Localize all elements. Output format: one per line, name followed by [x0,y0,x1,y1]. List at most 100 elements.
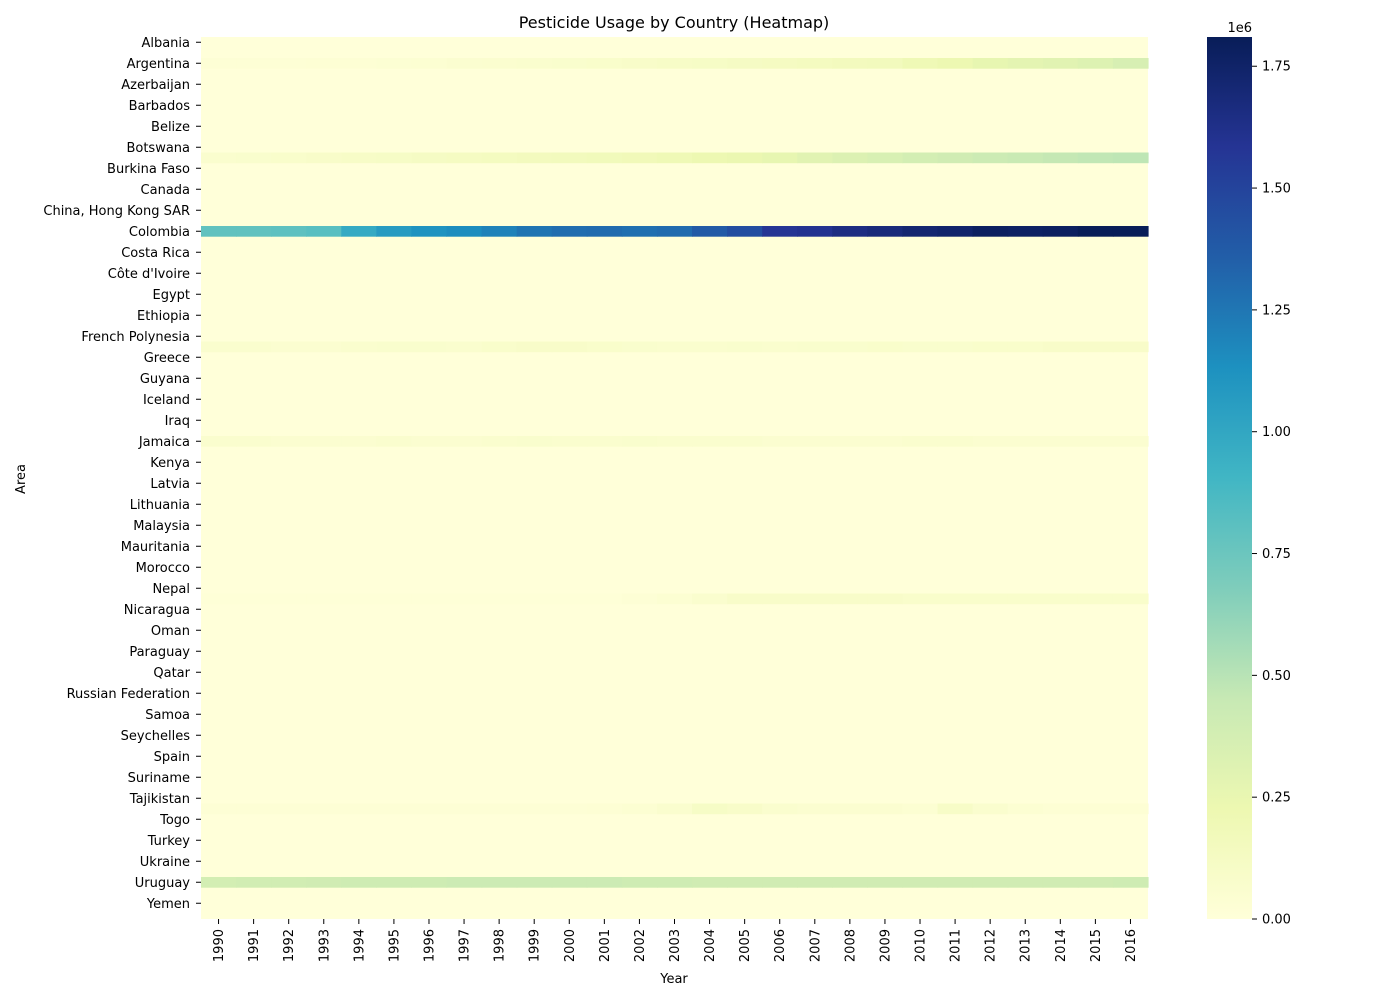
chart-title: Pesticide Usage by Country (Heatmap) [519,13,830,32]
heatmap-cell [1007,593,1044,605]
heatmap-cell [797,226,833,237]
y-tick-label: Iraq [165,414,190,429]
colorbar: 0.00 0.25 0.50 0.75 1.00 1.25 1.50 1.75 1e6 [1207,21,1291,928]
heatmap-cell [446,226,483,237]
heatmap-cell [867,593,904,605]
x-tick-label: 2011 [949,929,964,962]
heatmap-cell [692,341,728,353]
heatmap-cell [551,152,588,164]
x-tick-label: 1991 [247,929,262,962]
x-tick-label: 1996 [422,929,437,962]
heatmap-cell [341,436,377,447]
heatmap-cell [656,152,693,164]
heatmap-cell [621,593,658,605]
heatmap-cell [621,877,658,888]
heatmap-cell [411,152,448,164]
heatmap-cell [516,341,553,353]
heatmap-cell [1077,58,1114,69]
heatmap-cell [341,593,377,605]
heatmap-cells [201,37,1149,919]
heatmap-cell [446,877,483,888]
heatmap-cell [271,58,307,69]
heatmap-cell [411,803,448,815]
heatmap-cell [1112,152,1149,164]
heatmap-cell [1042,877,1079,888]
y-tick-label: Malaysia [133,519,190,534]
heatmap-cell [656,803,693,815]
heatmap-cell [236,58,272,69]
y-tick-label: Yemen [146,897,190,912]
heatmap-cell [692,436,728,447]
colorbar-tick-label: 1.25 [1262,303,1291,318]
heatmap-cell [341,58,377,69]
heatmap-cell [621,436,658,447]
heatmap-cell [692,152,728,164]
heatmap-cell [376,803,413,815]
heatmap-cell [832,593,868,605]
heatmap-cell [727,152,763,164]
heatmap-cell [797,593,833,605]
y-tick-label: Spain [154,750,190,765]
y-tick-label: Burkina Faso [107,162,190,177]
heatmap-cell [271,593,307,605]
y-tick-label: Tajikistan [129,792,190,807]
heatmap-cell [692,58,728,69]
y-tick-label: Togo [159,813,190,828]
heatmap-cell [446,58,483,69]
heatmap-cell [1112,226,1149,237]
heatmap-cell [341,877,377,888]
heatmap-cell [376,436,413,447]
y-tick-label: Ukraine [140,855,190,870]
y-tick-label: Russian Federation [67,687,190,702]
heatmap-cell [516,226,553,237]
heatmap-cell [516,436,553,447]
heatmap-cell [236,803,272,815]
heatmap-cell [1077,803,1114,815]
heatmap-cell [797,803,833,815]
y-tick-label: Barbados [129,99,191,114]
heatmap-cell [516,58,553,69]
heatmap-cell [867,803,904,815]
colorbar-tick-label: 0.75 [1262,547,1291,562]
heatmap-cell [516,593,553,605]
heatmap-cell [201,58,237,69]
heatmap-cell [1077,226,1114,237]
colorbar-ticks: 0.00 0.25 0.50 0.75 1.00 1.25 1.50 1.75 [1252,60,1291,928]
heatmap-cell [271,803,307,815]
heatmap-cell [1112,436,1149,447]
heatmap-cell [867,341,904,353]
heatmap-cell [1112,58,1149,69]
heatmap-cell [762,436,798,447]
y-tick-label: Samoa [145,708,190,723]
x-tick-label: 2001 [598,929,613,962]
heatmap-cell [656,341,693,353]
heatmap-cell [972,226,1009,237]
heatmap-cell [762,877,798,888]
heatmap-cell [271,436,307,447]
heatmap-cell [446,152,483,164]
heatmap-cell [727,226,763,237]
heatmap-cell [832,341,868,353]
heatmap-cell [727,593,763,605]
heatmap-cell [832,877,868,888]
heatmap-cell [762,593,798,605]
heatmap-cell [832,436,868,447]
heatmap-cell [586,58,623,69]
x-tick-label: 1990 [212,929,227,962]
y-tick-label: Iceland [143,393,190,408]
heatmap-cell [902,877,939,888]
heatmap-cell [376,593,413,605]
heatmap-cell [411,226,448,237]
heatmap-cell [621,226,658,237]
y-tick-label: Canada [141,183,190,198]
heatmap-cell [832,58,868,69]
y-tick-label: Lithuania [130,498,190,513]
heatmap-cell [727,58,763,69]
heatmap-cell [306,877,342,888]
heatmap-cell [236,877,272,888]
heatmap-cell [972,877,1009,888]
heatmap-cell [446,436,483,447]
heatmap-cell [762,341,798,353]
y-tick-label: Colombia [129,225,190,240]
